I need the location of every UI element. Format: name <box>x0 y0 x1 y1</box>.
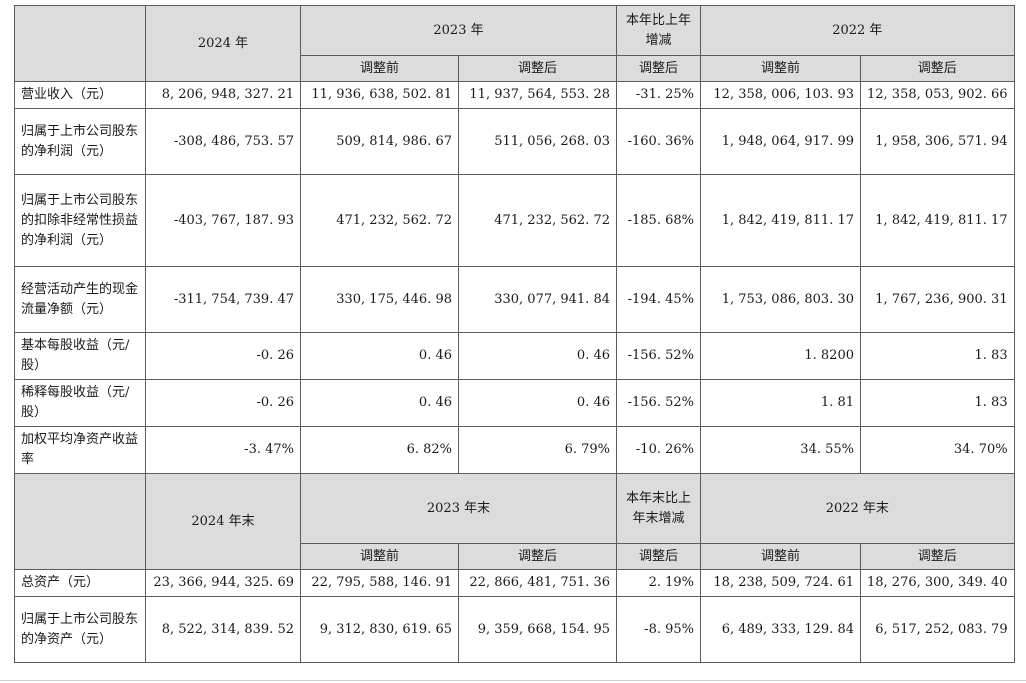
header2-2022-before: 调整前 <box>700 543 861 570</box>
table-row: 基本每股收益（元/股） -0. 26 0. 46 0. 46 -156. 52%… <box>14 332 1015 380</box>
cell-2022-before: 1. 81 <box>700 379 861 427</box>
header2-2024: 2024 年末 <box>145 473 301 570</box>
cell-change: -31. 25% <box>616 81 701 109</box>
header2-2022: 2022 年末 <box>700 473 1015 544</box>
header-2023-after: 调整后 <box>458 55 617 82</box>
cell-2023-after: 22, 866, 481, 751. 36 <box>458 569 617 597</box>
row-label: 基本每股收益（元/股） <box>14 332 146 380</box>
cell-2024: 8, 206, 948, 327. 21 <box>145 81 301 109</box>
cell-2022-before: 18, 238, 509, 724. 61 <box>700 569 861 597</box>
cell-change: -156. 52% <box>616 379 701 427</box>
cell-2023-after: 471, 232, 562. 72 <box>458 174 617 267</box>
row-label: 归属于上市公司股东的净利润（元） <box>14 108 146 175</box>
cell-2024: -403, 767, 187. 93 <box>145 174 301 267</box>
header2-2023-after: 调整后 <box>458 543 617 570</box>
cell-2022-after: 34. 70% <box>860 426 1015 474</box>
table-row: 加权平均净资产收益率 -3. 47% 6. 82% 6. 79% -10. 26… <box>14 426 1015 474</box>
header-2022: 2022 年 <box>700 5 1015 56</box>
cell-2024: 23, 366, 944, 325. 69 <box>145 569 301 597</box>
cell-2022-after: 1, 767, 236, 900. 31 <box>860 266 1015 333</box>
header-2023-before: 调整前 <box>300 55 459 82</box>
cell-2023-before: 471, 232, 562. 72 <box>300 174 459 267</box>
header-change-after: 调整后 <box>616 55 701 82</box>
cell-2022-before: 34. 55% <box>700 426 861 474</box>
header-2023: 2023 年 <box>300 5 617 56</box>
cell-2023-before: 330, 175, 446. 98 <box>300 266 459 333</box>
table-row: 归属于上市公司股东的净利润（元） -308, 486, 753. 57 509,… <box>14 108 1015 175</box>
cell-2023-after: 6. 79% <box>458 426 617 474</box>
table-row: 归属于上市公司股东的扣除非经常性损益的净利润（元） -403, 767, 187… <box>14 174 1015 267</box>
cell-2023-after: 0. 46 <box>458 379 617 427</box>
cell-2022-before: 1, 948, 064, 917. 99 <box>700 108 861 175</box>
cell-change: -10. 26% <box>616 426 701 474</box>
cell-2022-after: 1. 83 <box>860 379 1015 427</box>
header-2022-after: 调整后 <box>860 55 1015 82</box>
cell-2024: -3. 47% <box>145 426 301 474</box>
cell-2022-before: 1, 753, 086, 803. 30 <box>700 266 861 333</box>
table-row: 总资产（元） 23, 366, 944, 325. 69 22, 795, 58… <box>14 569 1015 597</box>
row-label: 总资产（元） <box>14 569 146 597</box>
cell-2022-after: 1, 958, 306, 571. 94 <box>860 108 1015 175</box>
row-label: 经营活动产生的现金流量净额（元） <box>14 266 146 333</box>
cell-2023-before: 6. 82% <box>300 426 459 474</box>
cell-2023-before: 22, 795, 588, 146. 91 <box>300 569 459 597</box>
cell-2022-before: 12, 358, 006, 103. 93 <box>700 81 861 109</box>
row-label: 加权平均净资产收益率 <box>14 426 146 474</box>
cell-change: -156. 52% <box>616 332 701 380</box>
cell-2024: -311, 754, 739. 47 <box>145 266 301 333</box>
cell-2022-after: 1, 842, 419, 811. 17 <box>860 174 1015 267</box>
cell-2023-after: 11, 937, 564, 553. 28 <box>458 81 617 109</box>
cell-2022-after: 18, 276, 300, 349. 40 <box>860 569 1015 597</box>
header-corner <box>14 5 146 82</box>
row-label: 归属于上市公司股东的净资产（元） <box>14 596 146 663</box>
header2-2022-after: 调整后 <box>860 543 1015 570</box>
table-row: 归属于上市公司股东的净资产（元） 8, 522, 314, 839. 52 9,… <box>14 596 1015 663</box>
cell-change: -160. 36% <box>616 108 701 175</box>
cell-2023-before: 9, 312, 830, 619. 65 <box>300 596 459 663</box>
cell-2023-after: 9, 359, 668, 154. 95 <box>458 596 617 663</box>
header2-2023: 2023 年末 <box>300 473 617 544</box>
header-2024: 2024 年 <box>145 5 301 82</box>
cell-2022-before: 1. 8200 <box>700 332 861 380</box>
page-bottom-divider <box>0 680 1026 681</box>
row-label: 归属于上市公司股东的扣除非经常性损益的净利润（元） <box>14 174 146 267</box>
table-row: 经营活动产生的现金流量净额（元） -311, 754, 739. 47 330,… <box>14 266 1015 333</box>
cell-2023-before: 0. 46 <box>300 332 459 380</box>
header2-change-after: 调整后 <box>616 543 701 570</box>
cell-change: -185. 68% <box>616 174 701 267</box>
cell-2023-after: 0. 46 <box>458 332 617 380</box>
header-change: 本年比上年增减 <box>616 5 701 56</box>
cell-change: 2. 19% <box>616 569 701 597</box>
table-row: 营业收入（元） 8, 206, 948, 327. 21 11, 936, 63… <box>14 81 1015 109</box>
cell-2022-before: 1, 842, 419, 811. 17 <box>700 174 861 267</box>
cell-2023-after: 511, 056, 268. 03 <box>458 108 617 175</box>
row-label: 营业收入（元） <box>14 81 146 109</box>
header2-2023-before: 调整前 <box>300 543 459 570</box>
cell-2022-after: 6, 517, 252, 083. 79 <box>860 596 1015 663</box>
cell-2022-after: 12, 358, 053, 902. 66 <box>860 81 1015 109</box>
cell-2022-after: 1. 83 <box>860 332 1015 380</box>
cell-2022-before: 6, 489, 333, 129. 84 <box>700 596 861 663</box>
financial-summary-table: 2024 年 2023 年 本年比上年增减 2022 年 调整前 调整后 调整后… <box>14 5 1015 663</box>
cell-2024: -0. 26 <box>145 332 301 380</box>
header2-change: 本年末比上年末增减 <box>616 473 701 544</box>
cell-2024: -308, 486, 753. 57 <box>145 108 301 175</box>
cell-2024: -0. 26 <box>145 379 301 427</box>
cell-2023-before: 11, 936, 638, 502. 81 <box>300 81 459 109</box>
table-row: 稀释每股收益（元/股） -0. 26 0. 46 0. 46 -156. 52%… <box>14 379 1015 427</box>
cell-change: -194. 45% <box>616 266 701 333</box>
cell-2023-before: 509, 814, 986. 67 <box>300 108 459 175</box>
header-2022-before: 调整前 <box>700 55 861 82</box>
row-label: 稀释每股收益（元/股） <box>14 379 146 427</box>
cell-2024: 8, 522, 314, 839. 52 <box>145 596 301 663</box>
cell-2023-before: 0. 46 <box>300 379 459 427</box>
cell-2023-after: 330, 077, 941. 84 <box>458 266 617 333</box>
header2-corner <box>14 473 146 570</box>
cell-change: -8. 95% <box>616 596 701 663</box>
